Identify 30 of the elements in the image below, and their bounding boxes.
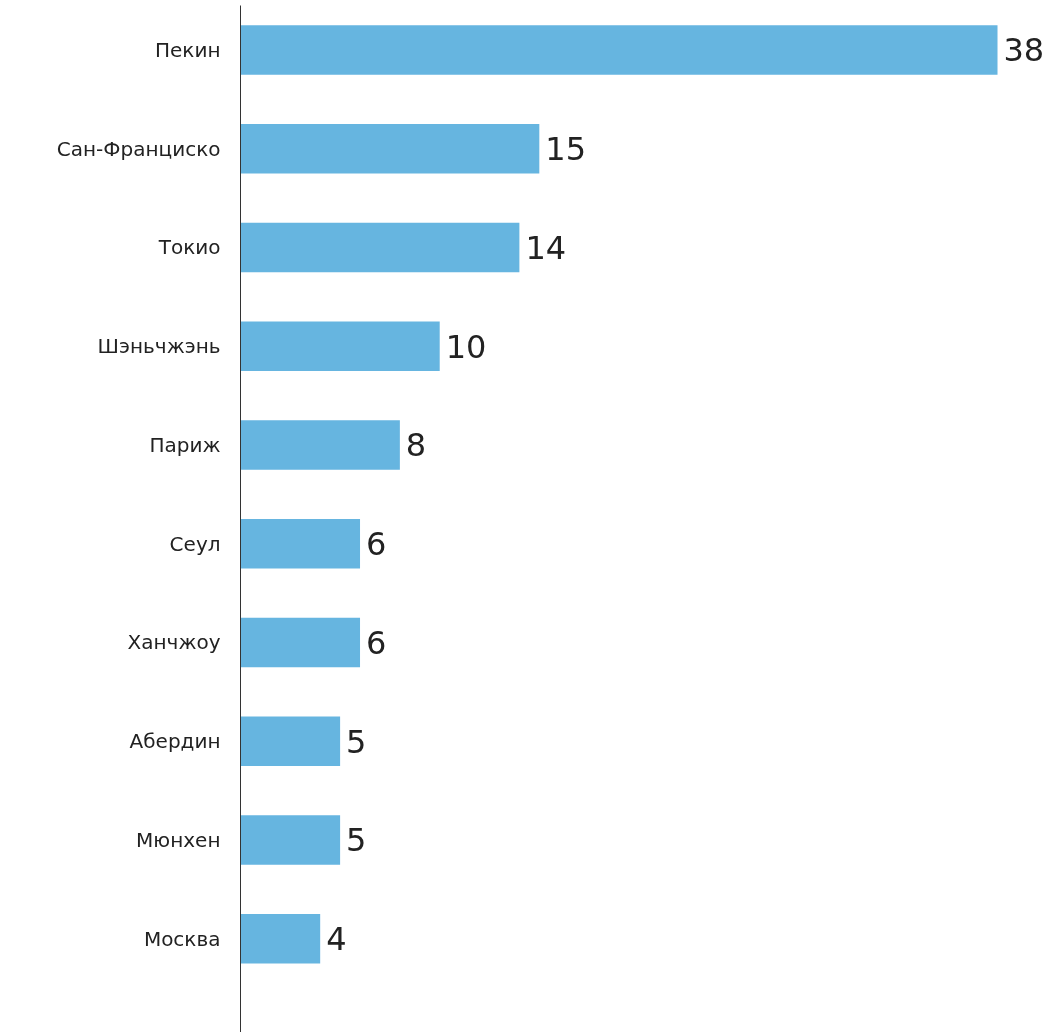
y-tick-label: Токио: [157, 235, 221, 260]
y-tick-label: Сеул: [169, 531, 221, 556]
data-label: 4: [326, 920, 347, 959]
bar: [240, 420, 400, 470]
data-label: 14: [525, 228, 567, 267]
data-label: 5: [346, 821, 367, 860]
y-tick-label: Мюнхен: [136, 827, 221, 852]
y-tick-label: Сан-Франциско: [56, 136, 221, 161]
y-tick-label: Ханчжоу: [127, 630, 221, 655]
bar: [240, 124, 540, 174]
bar: [240, 617, 361, 668]
y-tick-label: Париж: [149, 432, 221, 457]
bar: [240, 815, 341, 865]
bar: [240, 519, 361, 569]
bar: [240, 321, 440, 371]
data-label: 6: [366, 525, 387, 564]
bar: [240, 222, 520, 273]
y-tick-label: Шэньчжэнь: [97, 334, 221, 359]
bar: [240, 25, 998, 75]
y-tick-label: Пекин: [155, 37, 221, 62]
data-label: 38: [1003, 31, 1045, 70]
data-label: 6: [366, 623, 387, 662]
data-label: 8: [405, 426, 427, 465]
bar: [240, 716, 341, 766]
data-label: 10: [445, 327, 487, 366]
y-tick-label: Москва: [143, 926, 221, 951]
data-label: 5: [346, 722, 367, 761]
data-label: 15: [545, 130, 587, 169]
bar: [240, 914, 321, 964]
y-tick-label: Абердин: [129, 729, 221, 754]
